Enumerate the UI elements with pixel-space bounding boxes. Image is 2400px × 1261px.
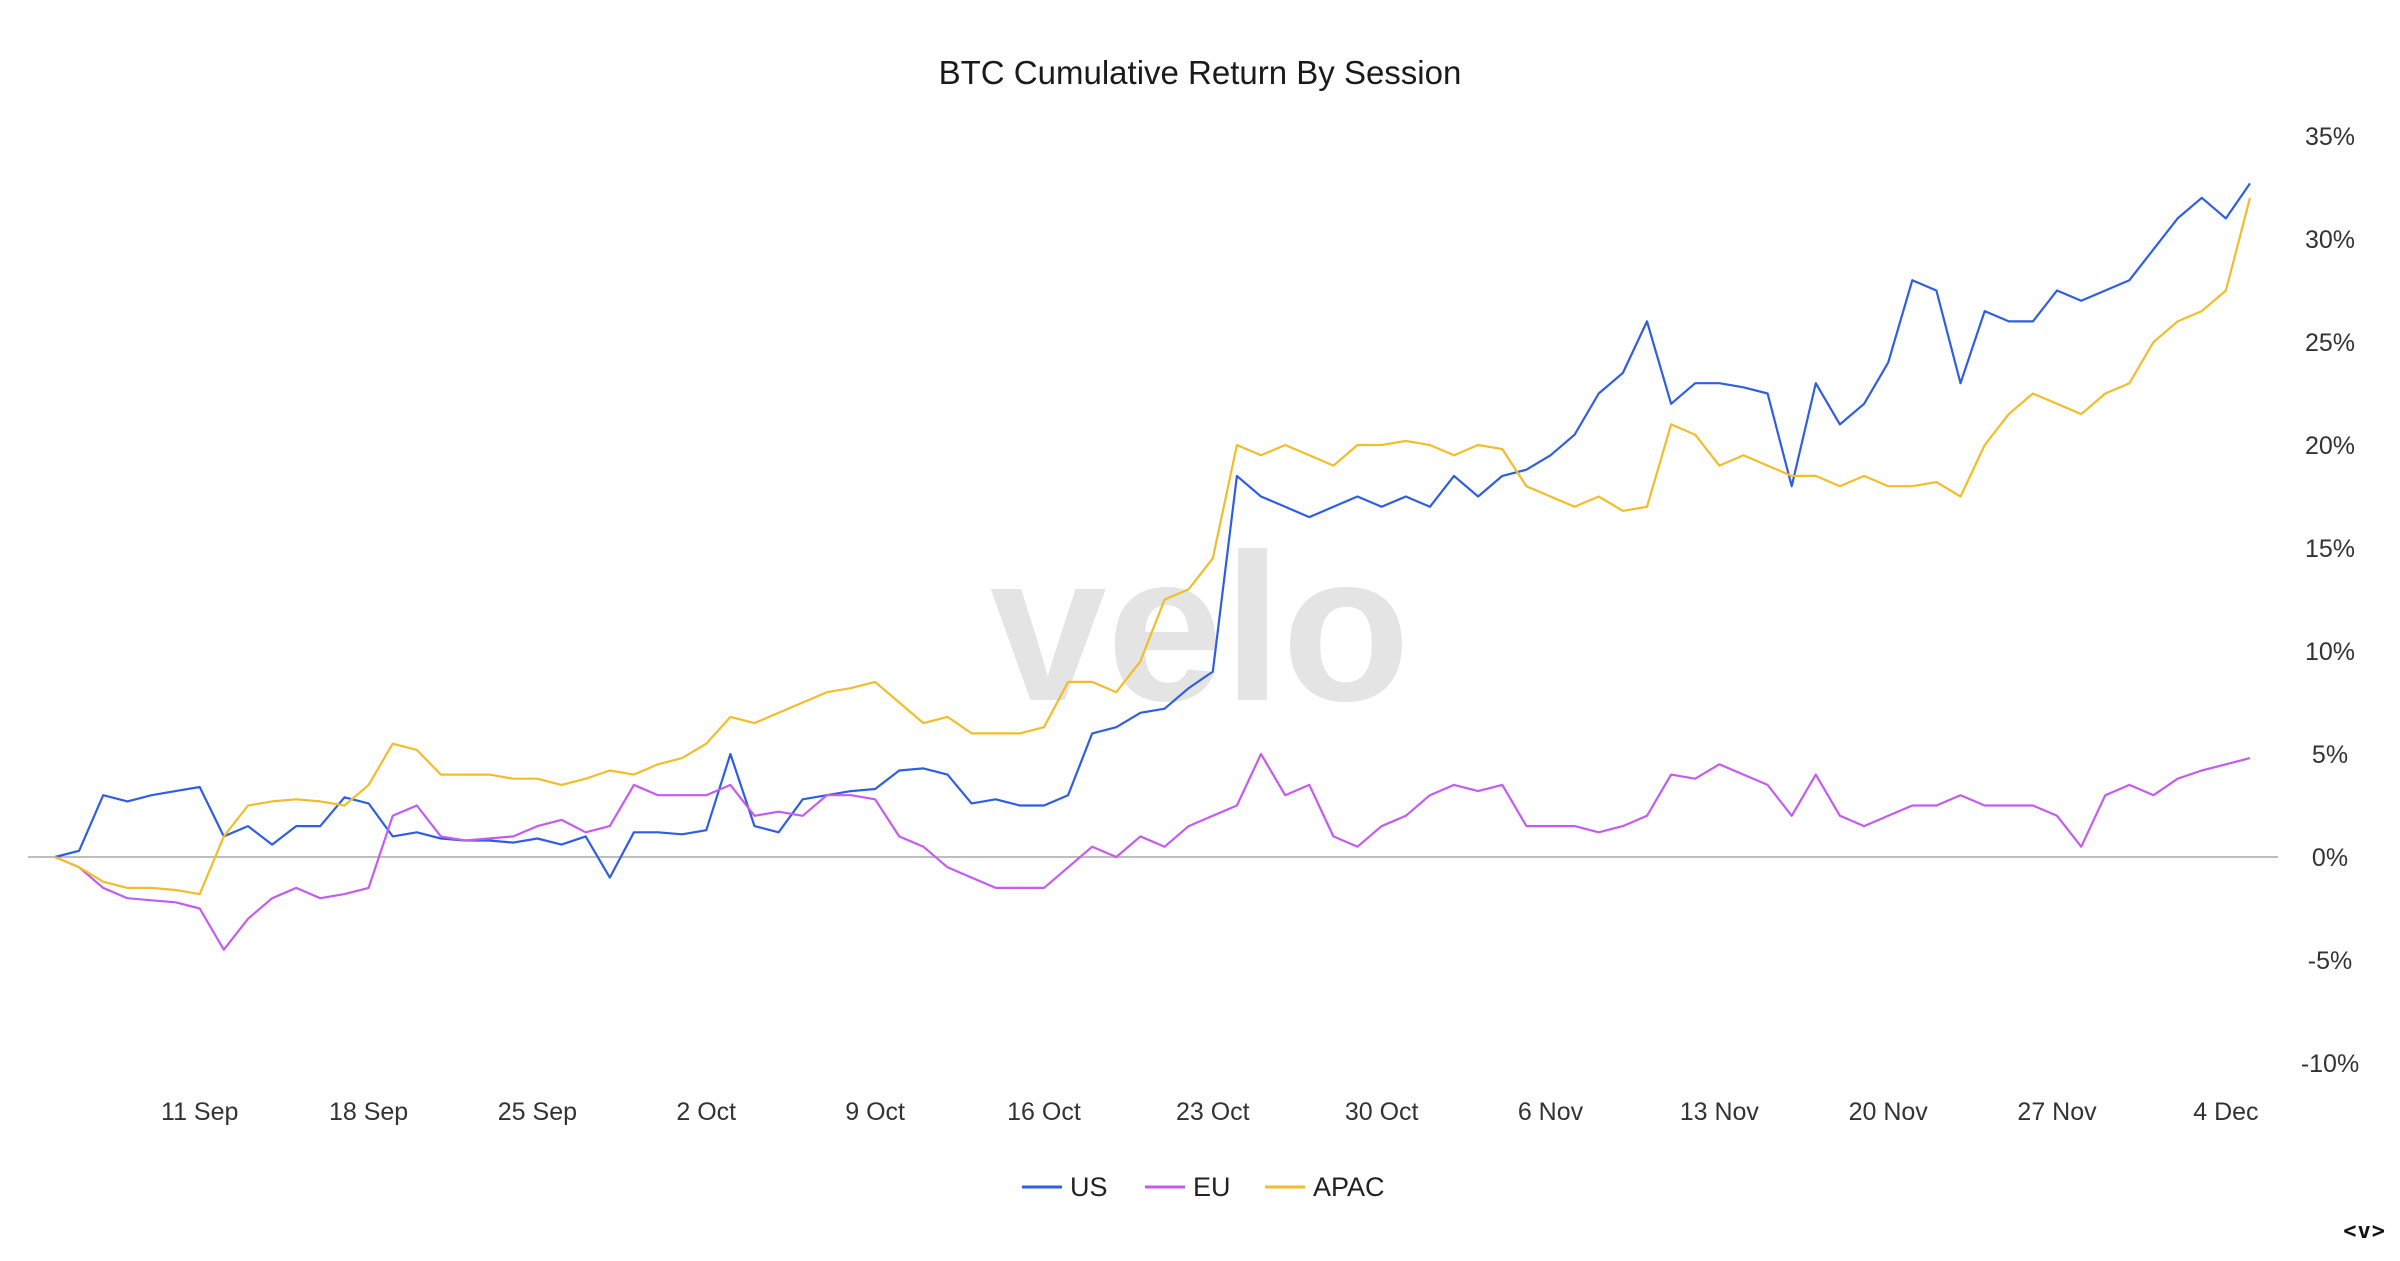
chart-title: BTC Cumulative Return By Session	[939, 54, 1462, 91]
corner-expand-icon[interactable]: <v>	[2343, 1219, 2386, 1244]
y-tick-label: 25%	[2305, 329, 2355, 357]
series-line-eu	[54, 752, 2251, 951]
y-tick-label: 10%	[2305, 638, 2355, 666]
watermark-logo: velo	[990, 510, 1410, 745]
legend-label-us: US	[1070, 1172, 1108, 1202]
series-line-apac	[54, 197, 2252, 896]
x-tick-label: 16 Oct	[1007, 1098, 1081, 1126]
x-tick-label: 18 Sep	[329, 1098, 408, 1126]
x-tick-label: 13 Nov	[1680, 1098, 1760, 1126]
x-tick-label: 4 Dec	[2193, 1098, 2258, 1126]
y-tick-label: 0%	[2312, 844, 2348, 872]
x-tick-label: 2 Oct	[676, 1098, 736, 1126]
x-axis-ticks: 11 Sep 18 Sep 25 Sep 2 Oct 9 Oct 16 Oct 23 Oct…	[161, 1098, 2259, 1126]
legend[interactable]: US EU APAC	[1022, 1172, 1385, 1202]
x-tick-label: 30 Oct	[1345, 1098, 1419, 1126]
y-axis-ticks: 35% 30% 25% 20% 15% 10% 5% 0% -5% -10%	[2301, 123, 2359, 1078]
y-tick-label: -5%	[2308, 947, 2352, 975]
x-tick-label: 27 Nov	[2017, 1098, 2097, 1126]
series-line-us	[54, 182, 2251, 879]
legend-label-eu: EU	[1193, 1172, 1231, 1202]
x-tick-label: 20 Nov	[1849, 1098, 1929, 1126]
x-tick-label: 6 Nov	[1518, 1098, 1584, 1126]
y-tick-label: -10%	[2301, 1050, 2359, 1078]
y-tick-label: 15%	[2305, 535, 2355, 563]
x-tick-label: 23 Oct	[1176, 1098, 1250, 1126]
x-tick-label: 11 Sep	[161, 1098, 238, 1126]
y-tick-label: 20%	[2305, 432, 2355, 460]
y-tick-label: 35%	[2305, 123, 2355, 151]
series-lines	[54, 182, 2252, 951]
y-tick-label: 30%	[2305, 226, 2355, 254]
y-tick-label: 5%	[2312, 741, 2348, 769]
x-tick-label: 25 Sep	[498, 1098, 577, 1126]
x-tick-label: 9 Oct	[845, 1098, 905, 1126]
legend-label-apac: APAC	[1313, 1172, 1385, 1202]
